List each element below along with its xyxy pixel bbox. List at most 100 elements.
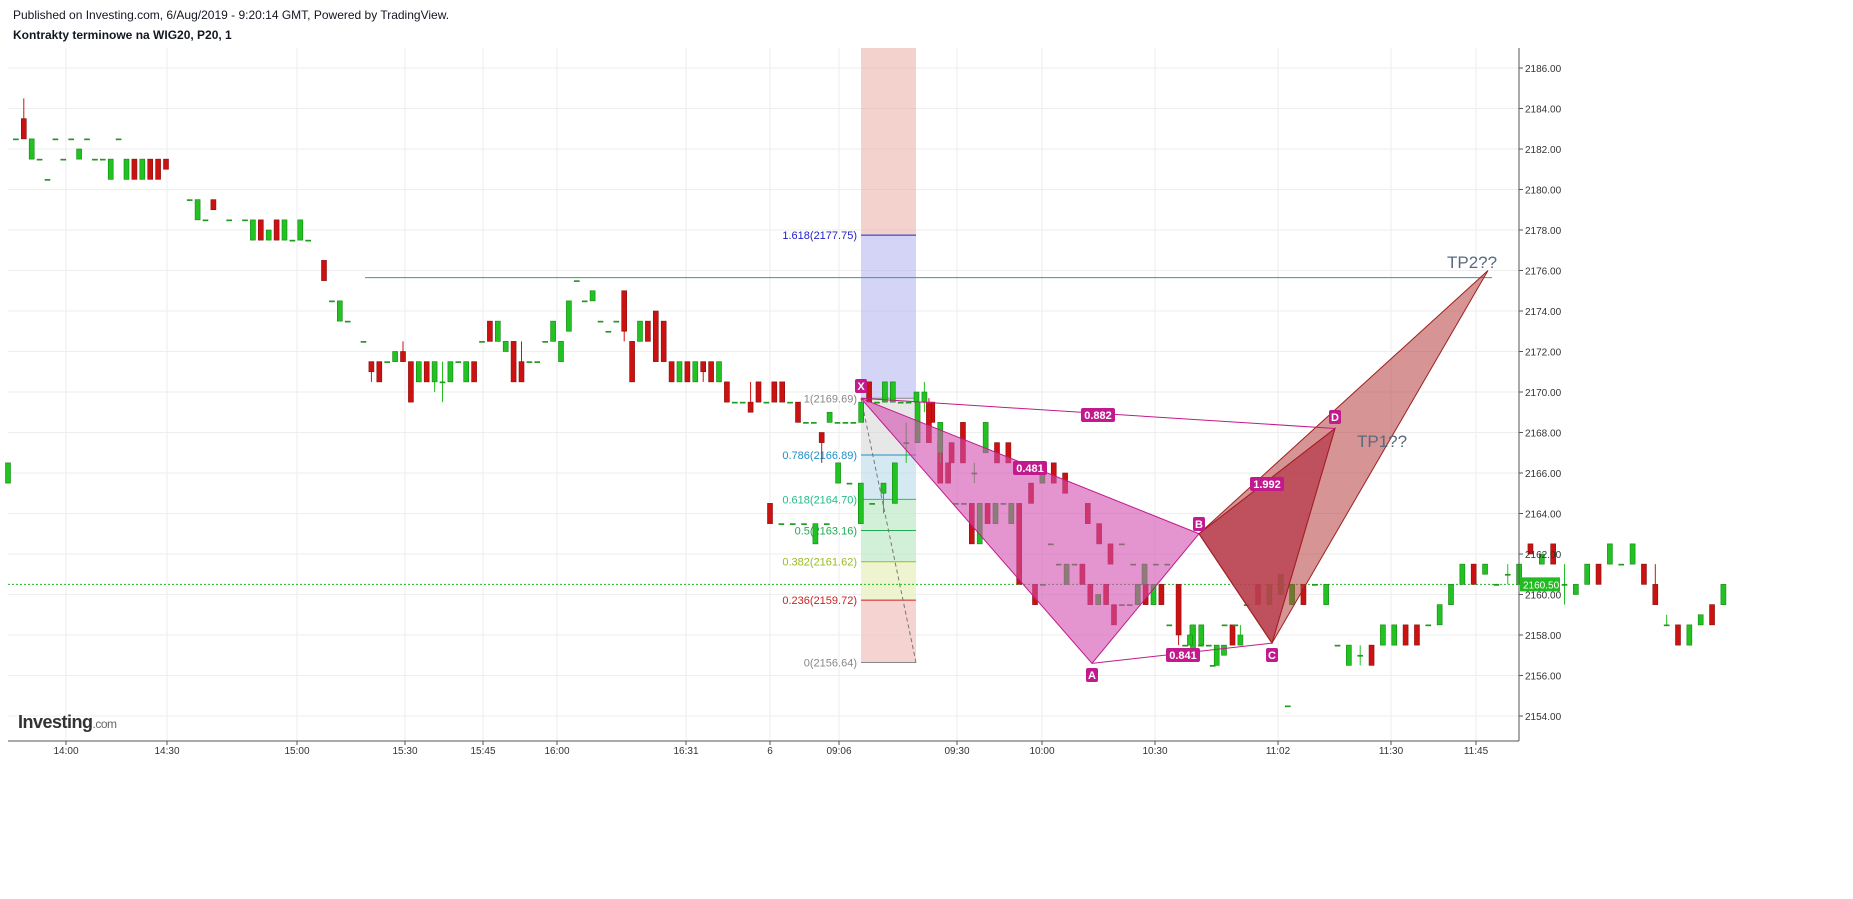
time-tick-label: 14:00 <box>53 746 78 757</box>
ratio-xad-text: 0.882 <box>1084 410 1112 422</box>
point-x-text: X <box>857 381 865 393</box>
candle-body <box>1414 624 1420 646</box>
point-b-text: B <box>1195 519 1203 531</box>
last-price-tag <box>1520 577 1560 592</box>
time-tick-label: 14:30 <box>154 746 179 757</box>
price-tick-label: 2186.00 <box>1525 64 1562 75</box>
candle-body <box>5 462 11 484</box>
candle-body <box>787 401 793 404</box>
candle-body <box>846 482 853 485</box>
candle-body <box>76 148 82 160</box>
candle-body <box>534 361 541 363</box>
candle-body <box>1550 543 1556 565</box>
candle-body <box>455 361 462 363</box>
candle-body <box>1334 644 1341 647</box>
candle-body <box>360 341 367 343</box>
candle-body <box>518 361 525 383</box>
candle-body <box>1182 644 1188 647</box>
time-tick-label: 11:30 <box>1379 746 1404 757</box>
candle-body <box>1436 604 1443 626</box>
time-tick-label: 11:45 <box>1464 746 1489 757</box>
grid <box>8 48 1519 741</box>
candle-body <box>1357 654 1363 657</box>
price-tick-label: 2180.00 <box>1525 186 1562 197</box>
candle-body <box>423 361 430 383</box>
candle-body <box>621 290 628 332</box>
candle-body <box>250 219 256 241</box>
time-tick-label: 16:31 <box>673 746 698 757</box>
candle-body <box>692 361 699 383</box>
candle-body <box>573 280 580 282</box>
fib-level-label: 0.236(2159.72) <box>782 595 857 607</box>
point-d-text: D <box>1331 412 1339 424</box>
candle-body <box>1187 634 1193 646</box>
candle-body <box>1652 584 1659 605</box>
candle-body <box>731 401 738 404</box>
point-x-bg <box>855 379 867 393</box>
candle-body <box>1573 584 1579 595</box>
candle-body <box>273 219 280 241</box>
candle-body <box>1493 584 1500 586</box>
candle-body <box>921 391 928 403</box>
candle-body <box>550 320 556 342</box>
candle-body <box>857 482 864 524</box>
time-tick-label: 09:30 <box>944 746 969 757</box>
published-caption: Published on Investing.com, 6/Aug/2019 -… <box>13 8 450 22</box>
candle-body <box>645 320 651 342</box>
candle-body <box>1402 624 1409 646</box>
candle-body <box>376 361 383 383</box>
candle-body <box>676 361 683 383</box>
candle-body <box>613 320 620 323</box>
candle-body <box>889 381 896 403</box>
candle-body <box>892 462 898 504</box>
candle-body <box>479 341 485 343</box>
candle-body <box>305 239 312 242</box>
candle-body <box>147 158 153 180</box>
price-tick-label: 2184.00 <box>1525 105 1562 116</box>
candle-body <box>1425 624 1432 627</box>
candle-body <box>1686 624 1693 646</box>
fib-level-label: 0.618(2164.70) <box>782 494 857 506</box>
ratio-bcd-bg <box>1250 477 1284 491</box>
investing-logo[interactable]: Investing.com <box>18 712 117 733</box>
candle-body <box>897 401 904 404</box>
candle-body <box>1166 624 1173 627</box>
candle-body <box>1618 563 1625 566</box>
candle-body <box>1629 543 1636 565</box>
candle-body <box>68 138 74 141</box>
candle-body <box>502 341 509 352</box>
candle-body <box>913 391 920 403</box>
candle-body <box>36 158 43 161</box>
candle-body <box>368 361 375 373</box>
time-tick-label: 6 <box>767 746 773 757</box>
candle-body <box>1561 584 1568 586</box>
candle-body <box>1697 614 1704 626</box>
candle-body <box>139 158 146 180</box>
time-tick-label: 10:00 <box>1029 746 1054 757</box>
candle-body <box>629 341 635 383</box>
ratio-abc-bg <box>1166 648 1200 662</box>
last-price-label: 2160.50 <box>1523 580 1560 591</box>
candle-body <box>202 219 209 222</box>
candle-body <box>336 300 343 322</box>
candle-body <box>400 351 406 362</box>
candle-body <box>1595 563 1602 585</box>
candle-body <box>795 401 801 423</box>
price-tick-label: 2182.00 <box>1525 145 1562 156</box>
fib-level-label: 0.5(2163.16) <box>795 526 857 538</box>
candle-body <box>1209 665 1216 667</box>
candle-body <box>155 158 161 180</box>
candle-body <box>778 523 785 525</box>
candle-body <box>605 330 612 333</box>
ratio-xab-text: 0.481 <box>1016 463 1044 475</box>
candle-body <box>700 361 707 373</box>
candle-body <box>226 219 232 222</box>
candle-body <box>558 341 564 362</box>
candle-body <box>835 462 841 484</box>
fib-level-label: 0.786(2166.89) <box>782 450 857 462</box>
candle-body <box>858 401 865 423</box>
candle-body <box>566 300 572 332</box>
target-label: TP2?? <box>1447 253 1497 272</box>
candle-body <box>1663 624 1670 627</box>
